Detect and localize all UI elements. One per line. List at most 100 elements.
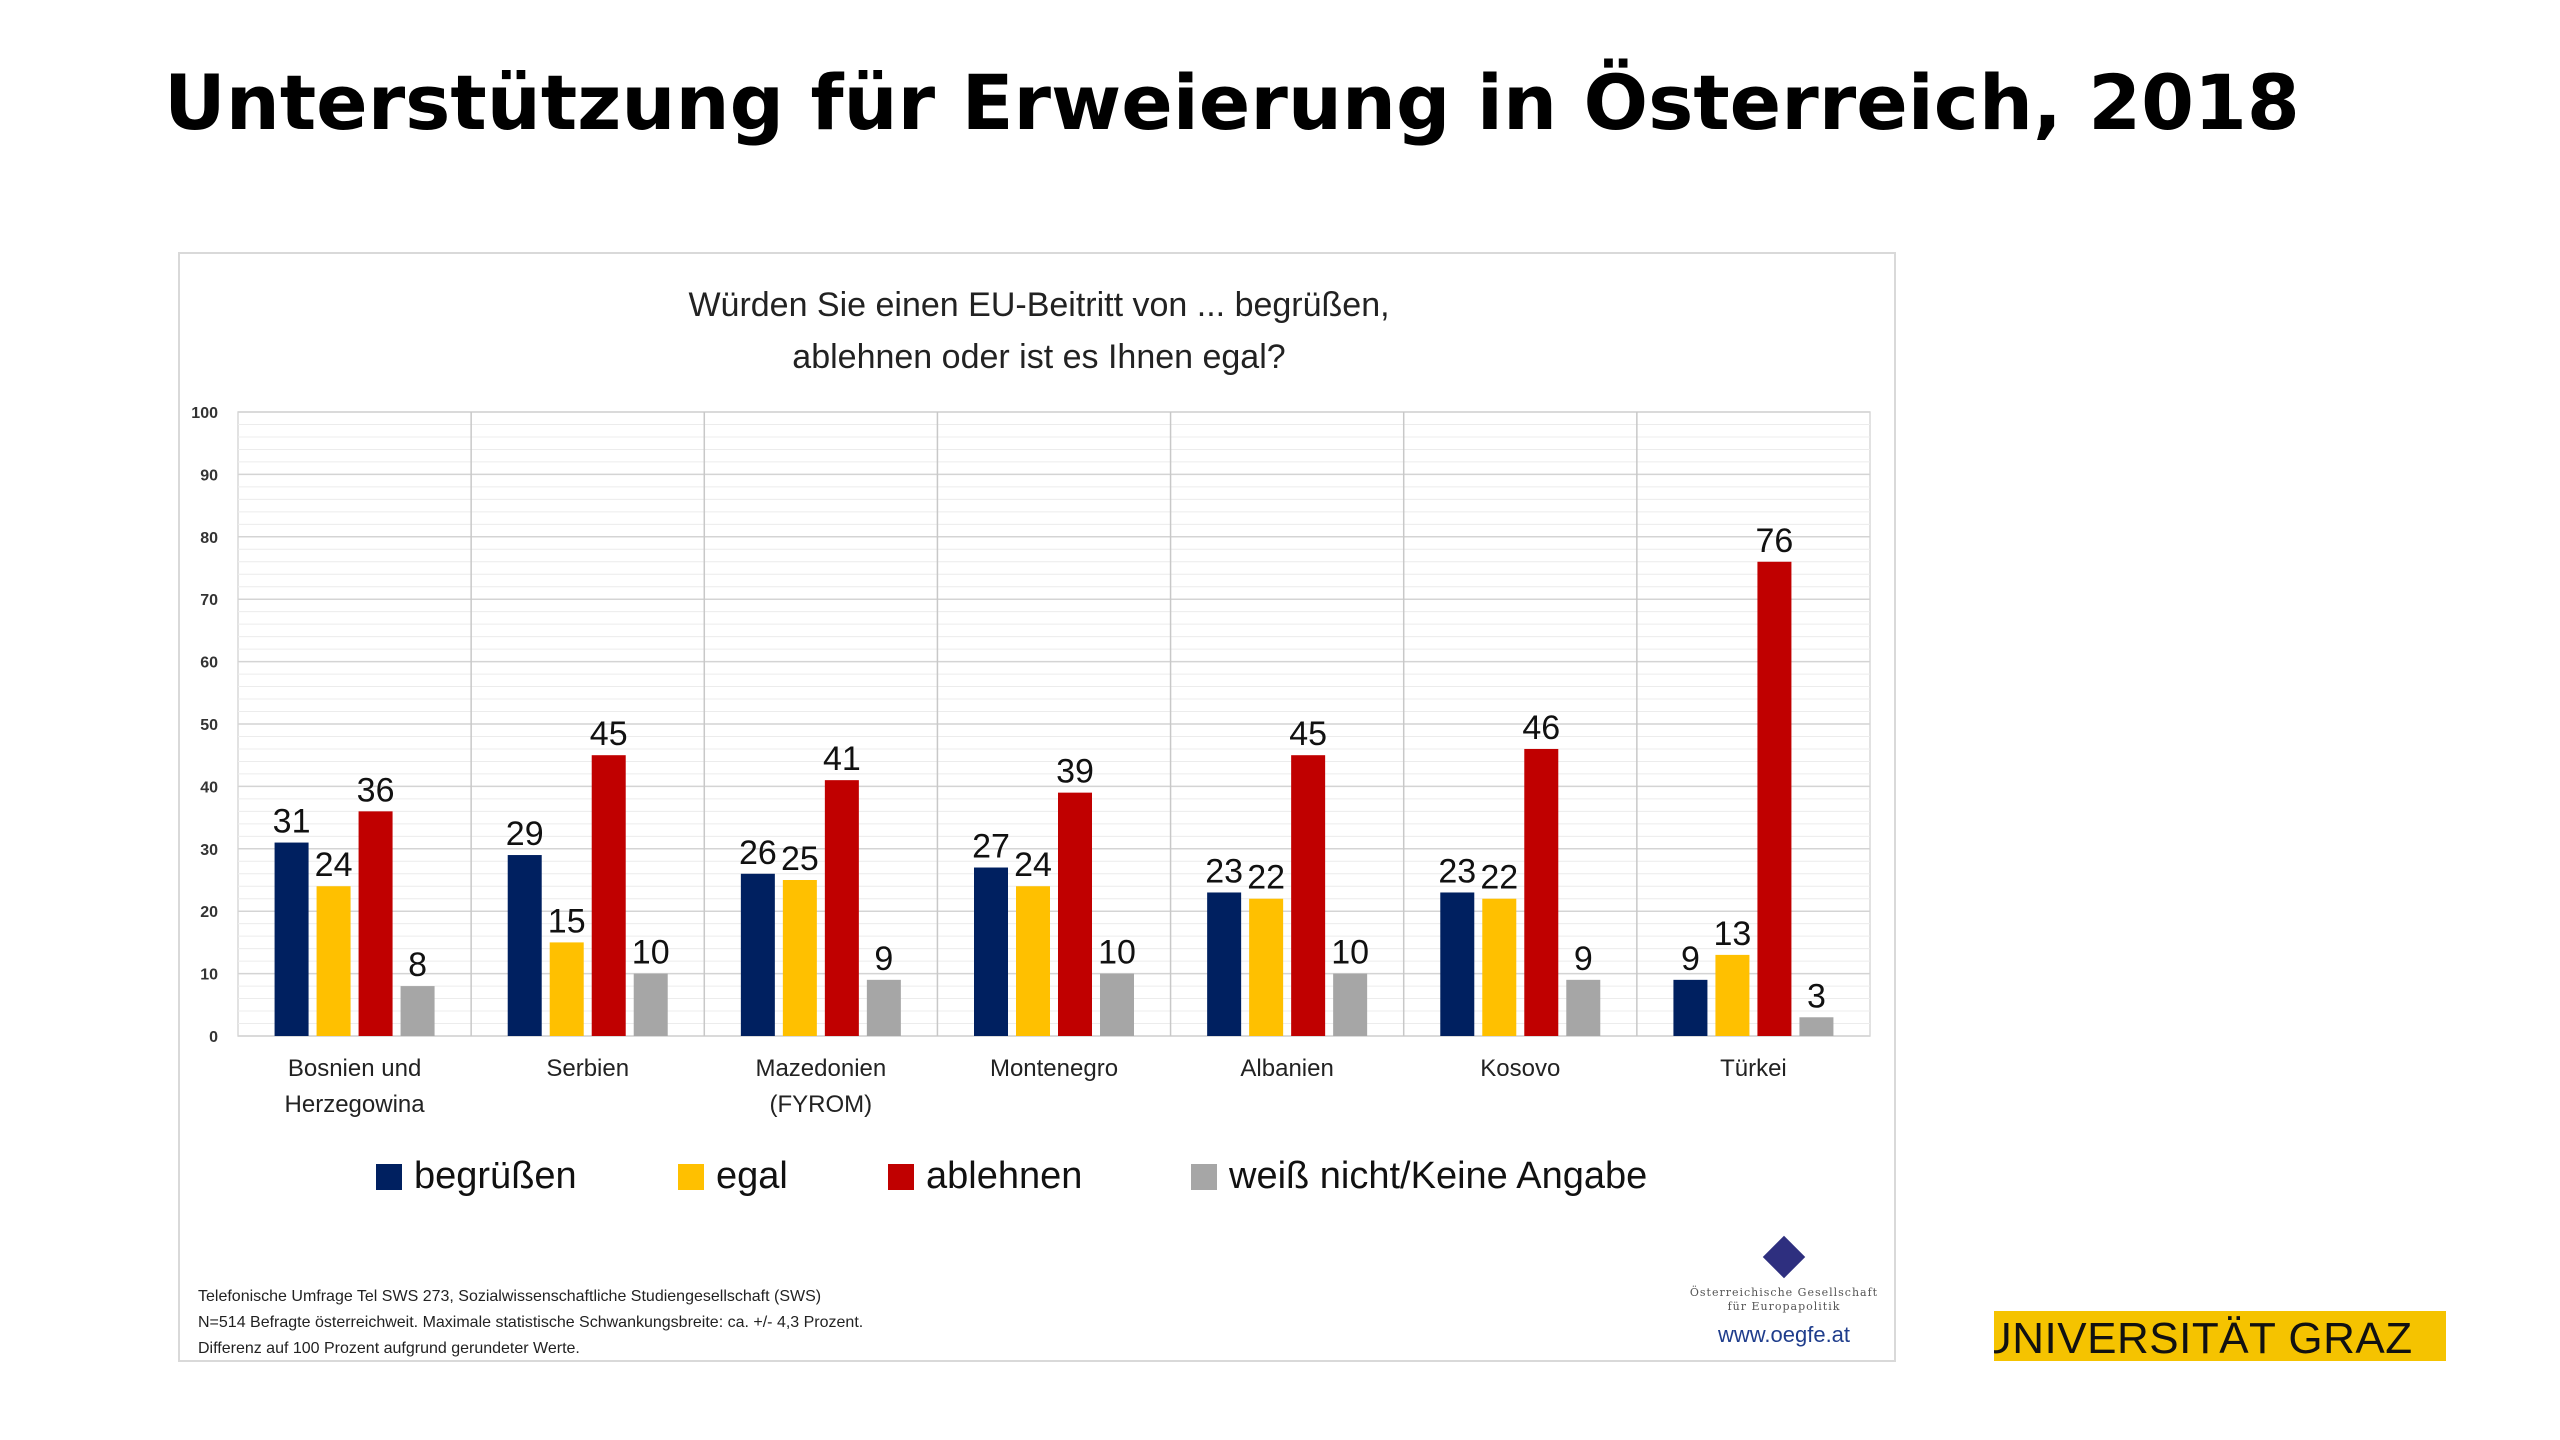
data-label: 26 <box>739 834 777 872</box>
chart-panel: Würden Sie einen EU-Beitritt von ... beg… <box>178 252 1896 1362</box>
legend-label-2: egal <box>716 1155 788 1197</box>
data-label: 23 <box>1205 852 1243 890</box>
bar-4-1 <box>400 986 435 1036</box>
y-tick-label: 20 <box>200 904 218 921</box>
legend-swatch-3 <box>888 1164 914 1190</box>
x-category-label: Mazedonien <box>755 1055 886 1082</box>
y-tick-label: 100 <box>191 405 218 422</box>
x-category-label: (FYROM) <box>770 1091 873 1118</box>
bar-1-3 <box>740 873 775 1036</box>
bar-1-6 <box>1440 892 1475 1036</box>
legend-label-1: begrüßen <box>414 1155 577 1197</box>
bar-1-4 <box>974 867 1008 1036</box>
oegfe-name-line-2: für Europapolitik <box>1727 1300 1841 1313</box>
bar-2-6 <box>1482 898 1517 1036</box>
data-label: 31 <box>273 803 311 841</box>
bar-2-1 <box>316 886 351 1036</box>
bar-1-5 <box>1207 892 1242 1036</box>
chart-subtitle: ablehnen oder ist es Ihnen egal? <box>792 338 1285 376</box>
oegfe-logo: Österreichische Gesellschaft für Europap… <box>1670 1234 1898 1348</box>
legend-label-3: ablehnen <box>926 1155 1082 1197</box>
oegfe-diamond-icon <box>1762 1235 1806 1279</box>
bar-3-6 <box>1524 748 1559 1036</box>
bar-2-2 <box>549 942 584 1036</box>
bar-2-5 <box>1249 898 1284 1036</box>
bar-2-7 <box>1715 954 1750 1036</box>
oegfe-name-line-1: Österreichische Gesellschaft <box>1689 1286 1879 1299</box>
x-category-label: Albanien <box>1240 1055 1333 1082</box>
x-category-label: Herzegowina <box>285 1091 426 1118</box>
oegfe-url-link[interactable]: www.oegfe.at <box>1717 1322 1851 1347</box>
bar-3-4 <box>1058 792 1092 1036</box>
bar-1-7 <box>1673 979 1708 1036</box>
bar-4-2 <box>633 973 668 1036</box>
bar-3-7 <box>1757 561 1792 1036</box>
x-category-label: Montenegro <box>990 1055 1118 1082</box>
legend-swatch-4 <box>1191 1164 1217 1190</box>
data-label: 24 <box>315 846 353 884</box>
legend-label-4: weiß nicht/Keine Angabe <box>1228 1155 1647 1197</box>
x-category-label: Kosovo <box>1480 1055 1560 1082</box>
bar-2-3 <box>782 880 817 1036</box>
y-tick-label: 80 <box>200 530 218 547</box>
bar-1-1 <box>274 842 309 1036</box>
footnote-line-3: Differenz auf 100 Prozent aufgrund gerun… <box>198 1340 580 1357</box>
data-label: 9 <box>1681 940 1700 978</box>
bar-3-5 <box>1291 755 1326 1036</box>
data-label: 9 <box>1574 940 1593 978</box>
x-category-label: Türkei <box>1720 1055 1787 1082</box>
y-tick-label: 0 <box>209 1029 218 1046</box>
slide-title: Unterstützung für Erweierung in Österrei… <box>164 58 2300 147</box>
data-label: 41 <box>823 740 861 778</box>
data-label: 76 <box>1756 522 1794 560</box>
data-label: 22 <box>1247 859 1285 897</box>
bar-chart: Würden Sie einen EU-Beitritt von ... beg… <box>191 286 1871 1197</box>
data-label: 23 <box>1438 852 1476 890</box>
data-label: 46 <box>1522 709 1560 747</box>
data-label: 3 <box>1807 977 1826 1015</box>
data-label: 9 <box>874 940 893 978</box>
data-label: 10 <box>632 934 670 972</box>
legend-swatch-2 <box>678 1164 704 1190</box>
y-tick-label: 10 <box>200 967 218 984</box>
footnote-line-1: Telefonische Umfrage Tel SWS 273, Sozial… <box>198 1288 822 1305</box>
data-label: 10 <box>1098 934 1136 972</box>
bar-4-7 <box>1799 1017 1834 1036</box>
footnote: Telefonische Umfrage Tel SWS 273, Sozial… <box>198 1284 863 1362</box>
bar-4-6 <box>1566 979 1601 1036</box>
data-label: 24 <box>1014 846 1052 884</box>
y-tick-label: 60 <box>200 655 218 672</box>
bar-4-4 <box>1100 973 1134 1036</box>
y-tick-label: 70 <box>200 592 218 609</box>
university-logo-text: UNIVERSITÄT GRAZ <box>1994 1314 2413 1361</box>
data-label: 13 <box>1714 915 1752 953</box>
y-tick-label: 30 <box>200 842 218 859</box>
footnote-line-2: N=514 Befragte österreichweit. Maximale … <box>198 1314 864 1331</box>
data-label: 22 <box>1480 859 1518 897</box>
bar-3-1 <box>358 811 393 1036</box>
data-label: 10 <box>1331 934 1369 972</box>
y-tick-label: 40 <box>200 779 218 796</box>
chart-title: Würden Sie einen EU-Beitritt von ... beg… <box>688 286 1389 324</box>
bar-2-4 <box>1016 886 1050 1036</box>
university-logo: UNIVERSITÄT GRAZ <box>1994 1311 2446 1361</box>
x-category-label: Bosnien und <box>288 1055 421 1082</box>
data-label: 25 <box>781 840 819 878</box>
x-category-label: Serbien <box>546 1055 629 1082</box>
y-tick-label: 50 <box>200 717 218 734</box>
bar-3-2 <box>591 755 626 1036</box>
y-tick-label: 90 <box>200 467 218 484</box>
bar-3-3 <box>824 780 859 1036</box>
bar-1-2 <box>507 855 542 1036</box>
data-label: 45 <box>590 715 628 753</box>
data-label: 36 <box>357 771 395 809</box>
data-label: 39 <box>1056 753 1094 791</box>
data-label: 29 <box>506 815 544 853</box>
bar-4-5 <box>1333 973 1368 1036</box>
legend-swatch-1 <box>376 1164 402 1190</box>
data-label: 45 <box>1289 715 1327 753</box>
data-label: 8 <box>408 946 427 984</box>
data-label: 27 <box>972 828 1010 866</box>
bar-4-3 <box>866 979 901 1036</box>
data-label: 15 <box>548 902 586 940</box>
